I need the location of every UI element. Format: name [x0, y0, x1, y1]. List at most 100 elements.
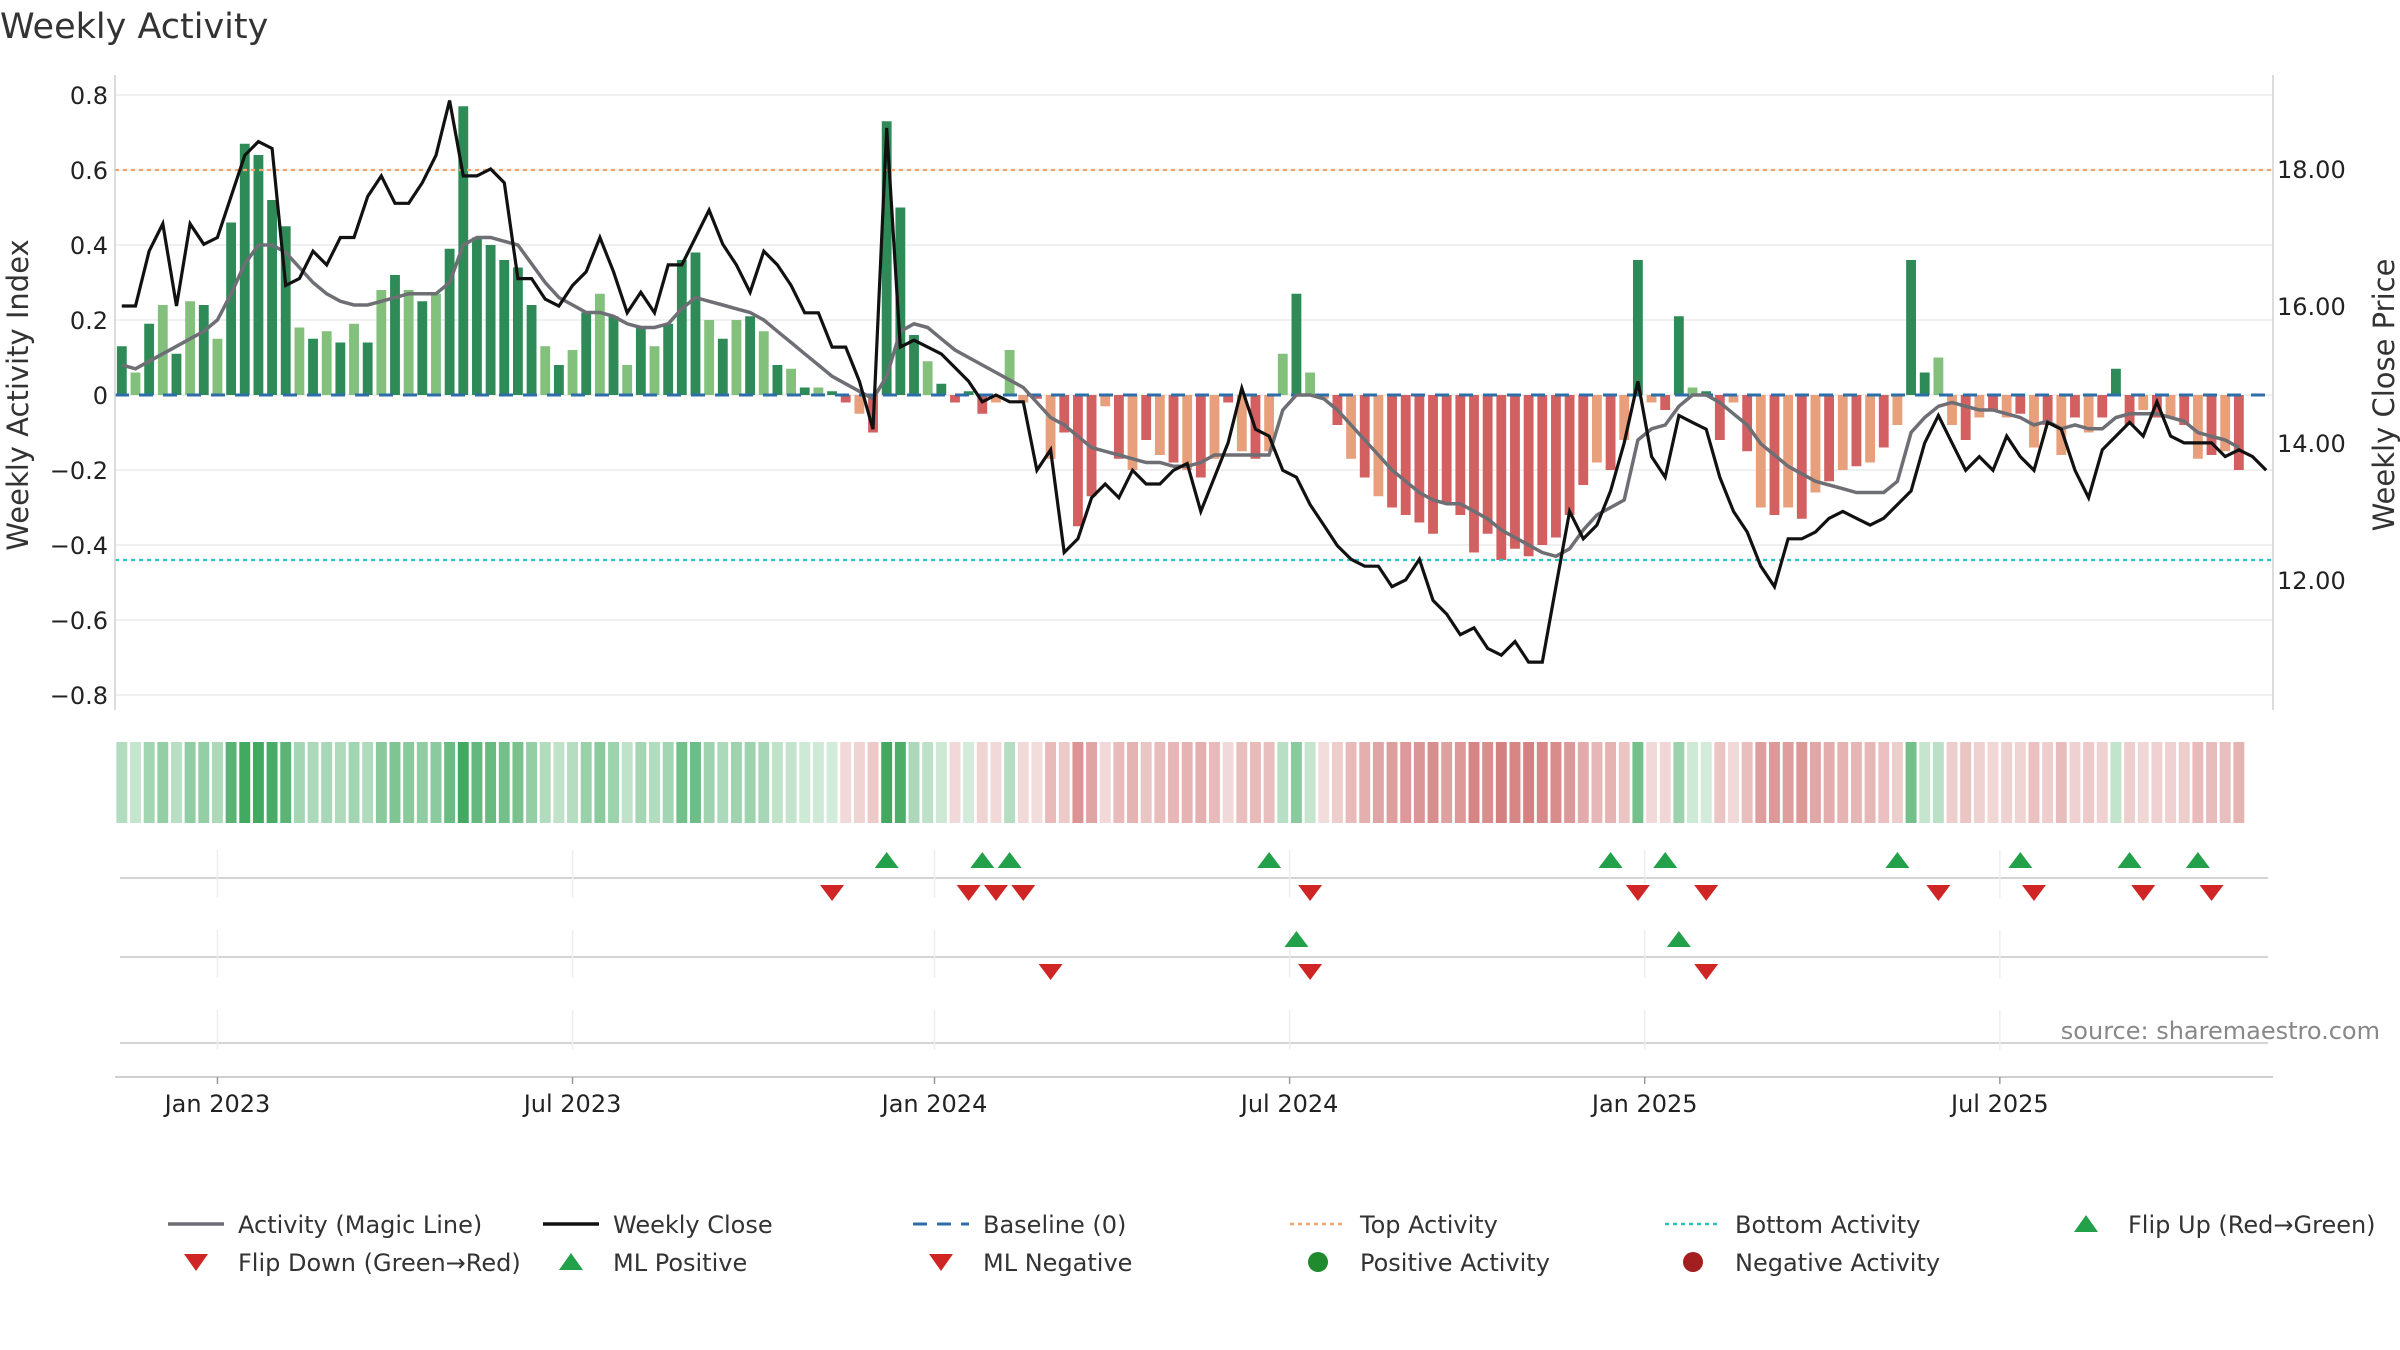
activity-bar: [581, 312, 592, 395]
heat-cell: [1809, 742, 1821, 823]
activity-bar: [1182, 395, 1193, 470]
flip-down-marker: [1298, 885, 1323, 901]
heat-cell: [116, 742, 128, 823]
x-tick-label: Jul 2023: [522, 1090, 622, 1118]
activity-bar: [1837, 395, 1848, 470]
heat-cell: [1646, 742, 1658, 823]
ml-negative-marker: [1298, 964, 1323, 980]
activity-bar: [799, 387, 810, 395]
heat-cell: [1782, 742, 1794, 823]
heat-cell: [130, 742, 141, 823]
y-tick-label: −0.2: [50, 457, 108, 485]
heat-cell: [1741, 742, 1753, 823]
heat-cell: [485, 742, 497, 823]
heat-cell: [416, 742, 428, 823]
heat-cell: [2233, 742, 2245, 823]
activity-bar: [977, 395, 988, 414]
activity-bar: [1359, 395, 1370, 478]
heat-cell: [1605, 742, 1617, 823]
heat-cell: [867, 742, 879, 823]
legend-label: Flip Down (Green→Red): [238, 1249, 521, 1277]
magic-line: [121, 235, 2240, 559]
heat-cell: [908, 742, 920, 823]
heat-cell: [2014, 742, 2026, 823]
chart-title: Weekly Activity: [0, 7, 268, 47]
heat-cell: [1181, 742, 1193, 823]
activity-bar: [690, 252, 701, 395]
activity-bar: [1059, 395, 1070, 433]
ml-positive-marker: [1284, 931, 1309, 947]
heat-cell: [2083, 742, 2095, 823]
heat-cell: [1987, 742, 1999, 823]
heat-cell: [2001, 742, 2013, 823]
activity-bar: [1373, 395, 1384, 497]
heat-cell: [635, 742, 647, 823]
heat-cell: [1454, 742, 1466, 823]
heat-cell: [662, 742, 674, 823]
activity-bar: [1291, 293, 1302, 395]
activity-bar: [1673, 316, 1684, 395]
y2-tick-label: 14.00: [2277, 430, 2346, 458]
legend-label: Baseline (0): [983, 1211, 1126, 1239]
ml-negative-marker: [1694, 964, 1719, 980]
activity-bar: [950, 395, 960, 403]
activity-bar: [1660, 395, 1671, 410]
heat-cell: [1523, 742, 1535, 823]
flip-up-marker: [2117, 852, 2142, 868]
activity-bar: [2165, 395, 2176, 418]
activity-bar: [321, 331, 332, 395]
heat-cell: [2219, 742, 2231, 823]
legend-label: Negative Activity: [1735, 1249, 1940, 1277]
heat-cell: [1099, 742, 1111, 823]
y-tick-label: −0.8: [50, 682, 108, 710]
activity-bar: [239, 143, 250, 395]
heat-cell: [744, 742, 756, 823]
heat-cell: [690, 742, 701, 823]
heat-cell: [1318, 742, 1330, 823]
heat-cell: [2165, 742, 2177, 823]
heat-cell: [1728, 742, 1739, 823]
activity-bar: [1387, 395, 1397, 508]
x-tick-label: Jan 2025: [1590, 1090, 1698, 1118]
activity-bar: [895, 207, 906, 395]
heat-cell: [594, 742, 606, 823]
activity-bar: [663, 323, 674, 395]
weekly-close-line: [121, 100, 2268, 664]
legend-swatch-triangle-down: [929, 1254, 953, 1271]
heat-cell: [1932, 742, 1944, 823]
heat-cell: [1905, 742, 1917, 823]
activity-bar: [185, 301, 196, 395]
heat-cell: [1290, 742, 1302, 823]
heat-cell: [621, 742, 633, 823]
flip-up-marker: [2008, 852, 2033, 868]
activity-bar: [1277, 353, 1288, 395]
heat-cell: [1577, 742, 1589, 823]
activity-bar: [567, 350, 578, 395]
heat-cell: [2206, 742, 2218, 823]
activity-bar: [1113, 395, 1124, 459]
activity-bar: [1646, 395, 1657, 403]
heat-cell: [1168, 742, 1179, 823]
heat-cell: [2042, 742, 2054, 823]
heat-cell: [444, 742, 456, 823]
activity-bar: [745, 316, 756, 395]
heat-cell: [1413, 742, 1425, 823]
heat-cell: [703, 742, 715, 823]
y-tick-label: −0.4: [50, 532, 108, 560]
flip-up-marker: [874, 852, 899, 868]
y-tick-label: −0.6: [50, 607, 108, 635]
heat-cell: [580, 742, 592, 823]
activity-bar: [608, 316, 619, 395]
heat-cell: [1837, 742, 1849, 823]
heat-cell: [758, 742, 770, 823]
legend-label: Top Activity: [1359, 1211, 1498, 1239]
activity-bar: [1783, 395, 1794, 508]
activity-bar: [1632, 260, 1643, 395]
heat-cell: [211, 742, 223, 823]
activity-bar: [1687, 387, 1698, 395]
heat-cell: [1236, 742, 1248, 823]
heat-cell: [1960, 742, 1972, 823]
heat-cell: [1441, 742, 1453, 823]
